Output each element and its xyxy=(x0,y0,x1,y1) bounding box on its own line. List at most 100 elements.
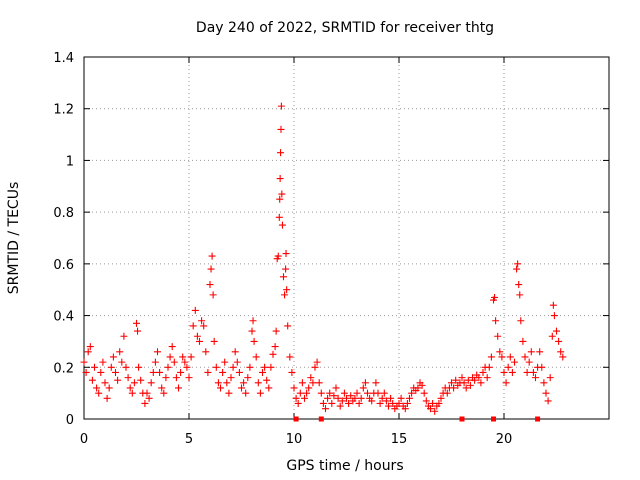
data-point xyxy=(508,368,516,376)
data-point xyxy=(523,368,531,376)
x-tick-label: 5 xyxy=(185,432,193,447)
data-point xyxy=(513,265,521,273)
data-point xyxy=(418,381,426,389)
data-point xyxy=(443,389,451,397)
data-point xyxy=(324,394,332,402)
data-point xyxy=(332,384,340,392)
data-point xyxy=(227,374,235,382)
data-point xyxy=(93,384,101,392)
data-point xyxy=(435,399,443,407)
axis-marker xyxy=(318,416,324,422)
data-point xyxy=(351,394,359,402)
data-point xyxy=(84,348,92,356)
data-point xyxy=(322,405,329,413)
data-point xyxy=(101,379,109,387)
data-point xyxy=(166,353,174,361)
data-point xyxy=(181,358,189,366)
data-point xyxy=(265,384,273,392)
data-point xyxy=(221,358,229,366)
x-tick-label: 0 xyxy=(80,432,88,447)
axis-marker xyxy=(459,416,465,422)
data-point xyxy=(282,265,290,273)
data-point xyxy=(91,363,98,371)
y-tick-label: 0.8 xyxy=(53,206,74,221)
data-point xyxy=(466,381,474,389)
data-point xyxy=(283,286,291,294)
data-point xyxy=(183,363,191,371)
data-point xyxy=(269,350,277,358)
data-point xyxy=(207,265,215,273)
data-point xyxy=(309,379,317,387)
ticks-layer: 0 0.2 0.4 0.6 0.8 1 1.2 1.4 0 5 10 15 20 xyxy=(53,51,609,447)
data-point xyxy=(151,358,159,366)
data-point xyxy=(548,332,556,340)
data-point xyxy=(145,394,153,402)
data-point xyxy=(406,394,413,402)
data-point xyxy=(238,384,245,392)
data-point xyxy=(420,389,428,397)
data-point xyxy=(397,394,405,402)
data-point xyxy=(338,397,346,405)
data-point xyxy=(452,376,460,384)
data-point xyxy=(557,348,565,356)
data-point xyxy=(158,384,166,392)
data-point xyxy=(315,379,323,387)
data-point xyxy=(267,363,275,371)
data-point xyxy=(249,317,257,325)
data-point xyxy=(303,389,311,397)
data-point xyxy=(376,399,384,407)
data-point xyxy=(177,368,185,376)
data-point xyxy=(254,379,262,387)
data-point xyxy=(156,368,164,376)
data-point xyxy=(97,368,105,376)
data-point xyxy=(506,353,514,361)
data-point xyxy=(514,260,522,268)
data-point xyxy=(343,394,350,402)
data-point xyxy=(212,363,220,371)
data-point xyxy=(122,363,130,371)
data-point xyxy=(542,389,550,397)
data-point xyxy=(124,374,132,382)
data-point xyxy=(494,332,502,340)
data-point xyxy=(170,358,178,366)
data-point xyxy=(385,402,392,410)
data-point xyxy=(231,348,239,356)
data-point xyxy=(164,363,172,371)
data-point xyxy=(240,379,248,387)
data-point xyxy=(280,273,287,281)
data-point xyxy=(147,379,155,387)
data-point xyxy=(133,319,140,327)
data-point xyxy=(191,306,199,314)
data-point xyxy=(525,358,533,366)
data-point xyxy=(86,343,94,351)
data-point xyxy=(355,399,363,407)
data-point xyxy=(149,368,157,376)
data-point xyxy=(120,332,128,340)
data-point xyxy=(427,405,434,413)
data-point xyxy=(319,399,327,407)
data-point xyxy=(248,327,256,335)
data-point xyxy=(80,358,88,366)
data-point xyxy=(500,368,508,376)
y-tick-label: 0.4 xyxy=(53,310,74,325)
data-point xyxy=(179,353,187,361)
data-point xyxy=(336,402,344,410)
data-point xyxy=(549,301,557,309)
data-point xyxy=(296,389,304,397)
data-point xyxy=(527,348,535,356)
data-point xyxy=(193,332,201,340)
x-tick-label: 20 xyxy=(496,432,513,447)
data-point xyxy=(550,312,558,320)
x-tick-label: 10 xyxy=(286,432,303,447)
data-point xyxy=(485,363,493,371)
data-point xyxy=(206,281,214,289)
data-point xyxy=(361,379,369,387)
data-point xyxy=(458,374,466,382)
grid-layer xyxy=(84,57,609,419)
data-point xyxy=(168,343,176,351)
data-point xyxy=(408,389,416,397)
data-point xyxy=(378,394,386,402)
y-tick-label: 0 xyxy=(66,413,74,428)
data-point xyxy=(274,252,282,260)
data-point xyxy=(250,337,258,345)
